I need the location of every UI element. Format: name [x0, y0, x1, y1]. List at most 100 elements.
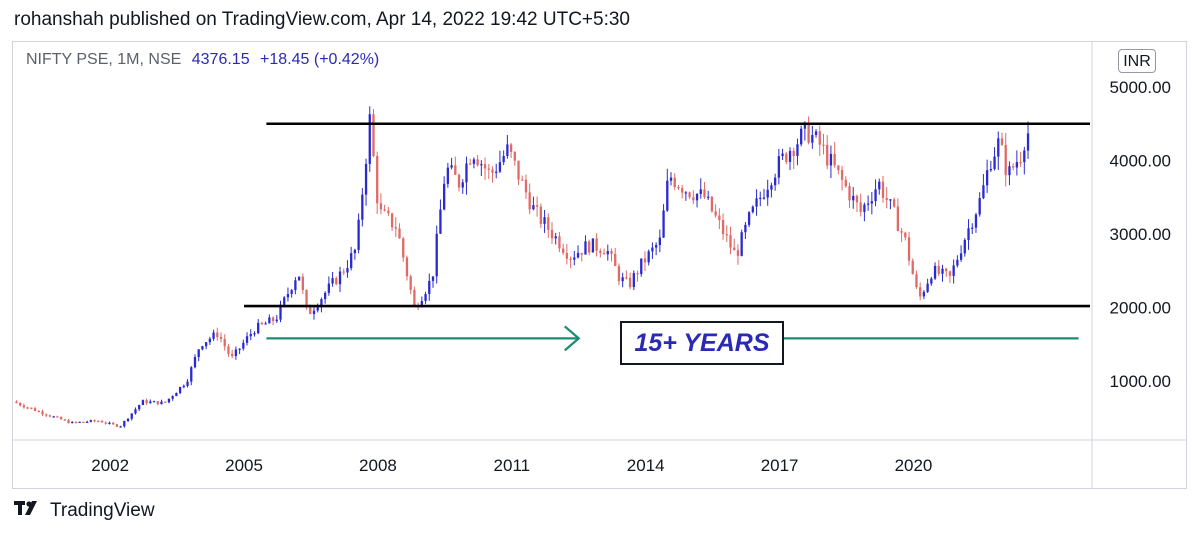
chart-legend[interactable]: NIFTY PSE, 1M, NSE 4376.15 +18.45 (+0.42…	[26, 51, 379, 69]
candle-body	[610, 251, 613, 254]
candle-body	[602, 253, 606, 255]
candle-body	[19, 403, 22, 406]
candle-body	[818, 131, 821, 145]
candle-body	[405, 257, 409, 277]
candle-body	[904, 232, 907, 238]
candle-body	[323, 292, 327, 300]
candle-body	[822, 144, 825, 146]
candle-body	[1012, 166, 1015, 168]
candle-body	[971, 227, 974, 229]
candle-body	[454, 165, 457, 175]
candle-body	[736, 250, 740, 256]
candle-body	[632, 273, 635, 288]
candle-body	[431, 276, 435, 281]
candle-body	[725, 234, 728, 236]
candle-body	[777, 156, 781, 178]
candle-body	[699, 189, 702, 194]
candle-body	[930, 278, 933, 284]
candle-body	[294, 280, 297, 291]
candle-body	[312, 310, 316, 315]
candle-body	[286, 294, 290, 298]
candle-body	[171, 396, 174, 399]
years-callout: 15+ YEARS	[620, 321, 784, 365]
candle-body	[803, 122, 807, 129]
candle-body	[628, 277, 632, 288]
candle-body	[398, 228, 401, 239]
candle-body	[870, 201, 873, 204]
candle-body	[234, 349, 238, 356]
candle-body	[747, 212, 751, 225]
candle-body	[744, 224, 747, 233]
brand-footer[interactable]: TradingView	[14, 499, 155, 523]
candle-body	[491, 169, 494, 173]
candle-body	[933, 265, 937, 279]
candle-body	[387, 210, 390, 214]
candle-body	[524, 179, 528, 193]
candle-body	[941, 268, 944, 274]
x-tick-label: 2020	[895, 456, 933, 475]
candle-body	[521, 179, 524, 181]
candle-body	[837, 165, 840, 171]
candle-body	[733, 247, 736, 251]
candle-body	[428, 280, 431, 295]
candle-body	[56, 416, 59, 418]
candle-body	[666, 180, 669, 211]
candle-body	[435, 233, 438, 277]
candle-body	[621, 277, 624, 282]
candle-body	[71, 421, 74, 424]
candle-body	[855, 195, 859, 203]
candle-body	[565, 252, 569, 259]
candle-body	[257, 322, 260, 334]
candle-body	[599, 250, 602, 254]
candle-body	[446, 167, 450, 184]
candle-body	[45, 414, 48, 416]
candle-body	[580, 252, 583, 255]
candle-body	[138, 405, 141, 410]
candle-body	[15, 401, 18, 404]
candle-body	[926, 283, 929, 292]
candle-body	[130, 413, 133, 419]
candle-body	[881, 181, 885, 198]
currency-badge[interactable]: INR	[1118, 49, 1156, 73]
candle-body	[231, 353, 234, 356]
candle-body	[781, 153, 784, 157]
candle-body	[792, 150, 795, 156]
chart-frame[interactable]	[12, 41, 1187, 489]
tradingview-logo-icon	[14, 499, 44, 523]
candle-body	[502, 155, 505, 163]
candle-body	[755, 198, 758, 207]
x-tick-label: 2002	[91, 456, 129, 475]
candle-body	[167, 398, 171, 403]
candle-body	[350, 253, 353, 269]
candle-body	[100, 421, 104, 423]
candle-body	[309, 307, 312, 315]
candle-body	[327, 283, 331, 293]
candle-body	[636, 273, 639, 275]
candle-body	[104, 422, 107, 424]
candle-body	[283, 297, 286, 305]
candle-body	[216, 332, 219, 337]
candle-body	[915, 274, 918, 288]
candle-body	[863, 204, 866, 212]
candle-body	[547, 217, 550, 230]
candle-body	[52, 416, 55, 418]
candle-body	[253, 333, 256, 335]
x-tick-label: 2017	[761, 456, 799, 475]
candle-body	[848, 186, 851, 201]
candle-body	[762, 197, 766, 199]
candle-body	[487, 168, 490, 170]
candle-body	[833, 153, 836, 166]
candle-body	[509, 144, 513, 152]
candle-body	[457, 174, 461, 188]
candle-body	[896, 206, 900, 232]
legend-symbol: NIFTY PSE, 1M, NSE	[26, 51, 182, 68]
candle-body	[149, 401, 152, 404]
candle-body	[126, 418, 130, 422]
candle-body	[681, 188, 684, 193]
candle-body	[729, 234, 732, 248]
candle-body	[495, 171, 498, 173]
candle-body	[175, 392, 178, 397]
x-tick-label: 2008	[359, 456, 397, 475]
candle-body	[376, 156, 379, 204]
